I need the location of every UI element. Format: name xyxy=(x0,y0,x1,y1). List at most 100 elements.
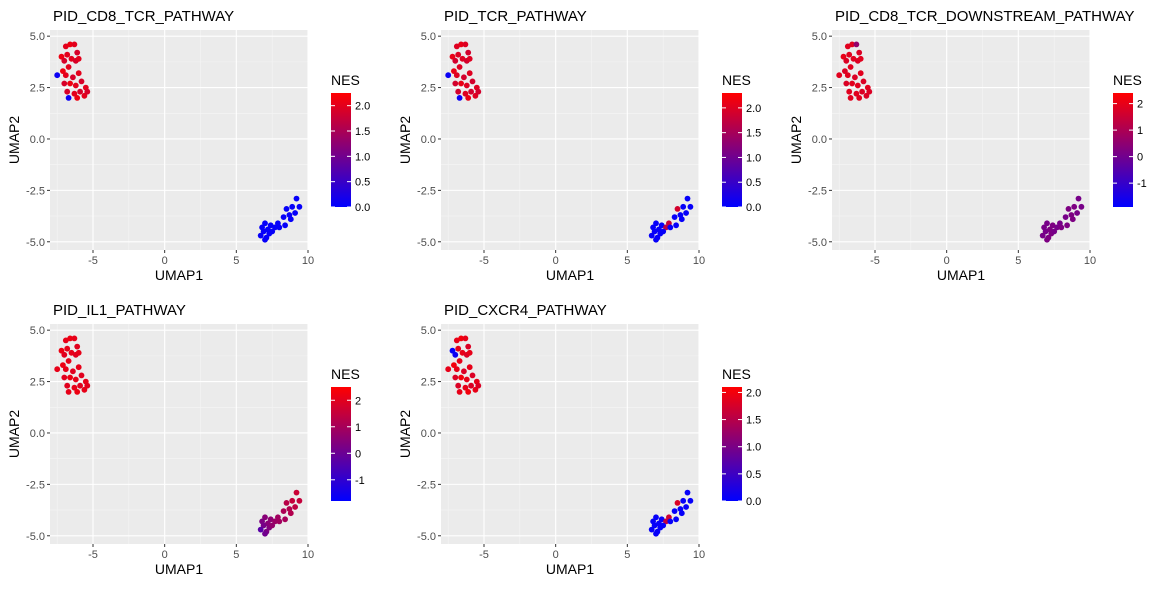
data-point xyxy=(658,222,665,229)
data-point xyxy=(466,364,473,371)
y-axis-label: UMAP2 xyxy=(788,116,804,164)
data-point xyxy=(475,88,482,95)
data-point xyxy=(84,382,91,389)
data-point xyxy=(465,95,472,101)
data-point xyxy=(62,366,69,373)
plot-background xyxy=(50,324,308,544)
x-tick-label: 0 xyxy=(553,549,559,561)
data-point xyxy=(455,345,462,352)
y-tick-label: -2.5 xyxy=(26,185,45,197)
legend-tick-label: 0 xyxy=(1137,152,1143,164)
y-tick-label: 0.0 xyxy=(421,134,436,146)
data-point xyxy=(455,382,462,389)
y-tick-label: 0.0 xyxy=(421,428,436,440)
data-point xyxy=(667,518,674,525)
data-point xyxy=(292,210,298,216)
data-point xyxy=(64,382,71,389)
x-tick-label: -5 xyxy=(88,549,98,561)
data-point xyxy=(860,78,867,85)
data-point xyxy=(465,389,472,395)
data-point xyxy=(648,232,655,239)
panel-title: PID_CXCR4_PATHWAY xyxy=(444,302,607,319)
data-point xyxy=(81,386,88,393)
legend-colorbar xyxy=(331,387,351,501)
data-point xyxy=(77,88,83,95)
data-point xyxy=(680,497,687,504)
legend-title: NES xyxy=(1113,72,1142,88)
data-point xyxy=(463,376,470,383)
data-point xyxy=(466,55,473,62)
data-point xyxy=(272,518,278,525)
legend-tick-label: 1.5 xyxy=(746,415,761,427)
data-point xyxy=(61,80,68,87)
data-point xyxy=(651,228,658,235)
data-point xyxy=(663,224,669,231)
data-point xyxy=(1058,224,1065,231)
legend-tick-label: 0 xyxy=(355,448,361,460)
data-point xyxy=(854,82,861,89)
x-tick-label: 10 xyxy=(302,549,314,561)
data-point xyxy=(653,530,659,537)
data-point xyxy=(684,489,691,496)
data-point xyxy=(461,74,467,81)
legend-tick-label: 2.0 xyxy=(355,101,370,113)
legend-tick-label: 0.0 xyxy=(746,496,761,508)
data-point xyxy=(458,41,464,48)
panel-5: PID_CXCR4_PATHWAY -5 0 5 10 5.0 2.5 0.0 -2.5 -5.0… xyxy=(397,302,761,577)
y-tick-label: 5.0 xyxy=(421,31,436,43)
x-axis-label: UMAP1 xyxy=(155,561,203,577)
legend-colorbar xyxy=(722,387,742,501)
data-point xyxy=(673,222,679,229)
data-point xyxy=(458,80,464,87)
y-tick-label: 2.5 xyxy=(30,377,45,389)
data-point xyxy=(863,92,870,99)
data-point xyxy=(78,78,85,85)
y-axis-label: UMAP2 xyxy=(6,410,22,458)
y-tick-label: 2.5 xyxy=(30,83,45,95)
legend-tick-label: 1.5 xyxy=(746,128,761,140)
y-tick-label: 5.0 xyxy=(421,325,436,337)
legend-tick-label: 1.5 xyxy=(355,126,370,138)
data-point xyxy=(678,510,685,517)
x-tick-label: -5 xyxy=(479,255,489,267)
data-point xyxy=(75,349,82,356)
data-point xyxy=(1078,203,1085,210)
y-tick-label: 0.0 xyxy=(30,134,45,146)
data-point xyxy=(67,41,73,48)
data-point xyxy=(64,88,71,95)
data-point xyxy=(449,347,456,354)
data-point xyxy=(283,500,290,506)
y-tick-label: -2.5 xyxy=(26,479,45,491)
plot-background xyxy=(441,324,699,544)
data-point xyxy=(673,516,679,523)
data-point xyxy=(472,386,479,393)
data-point xyxy=(687,497,694,504)
data-point xyxy=(75,70,82,77)
legend-tick-label: 1 xyxy=(355,422,361,434)
data-point xyxy=(67,80,73,87)
data-point xyxy=(1051,228,1058,235)
data-point xyxy=(269,522,276,529)
data-point xyxy=(75,55,82,62)
data-point xyxy=(660,228,667,235)
data-point xyxy=(287,510,294,517)
data-point xyxy=(267,516,274,523)
data-point xyxy=(1042,228,1049,235)
data-point xyxy=(847,95,854,101)
y-tick-label: -2.5 xyxy=(417,185,436,197)
data-point xyxy=(678,216,685,223)
data-point xyxy=(853,41,860,48)
data-point xyxy=(62,337,69,344)
data-point xyxy=(462,90,469,97)
data-point xyxy=(462,41,469,48)
data-point xyxy=(74,49,81,56)
data-point xyxy=(452,80,459,87)
data-point xyxy=(262,236,268,243)
panel-4: PID_IL1_PATHWAY-5 0 5 105.02.50.0-2.5-5.0UM… xyxy=(6,302,365,577)
data-point xyxy=(671,214,678,221)
data-point xyxy=(257,232,264,239)
legend-tick-label: 2.0 xyxy=(746,103,761,115)
data-point xyxy=(456,95,463,101)
data-point xyxy=(68,349,75,356)
data-point xyxy=(852,74,858,81)
